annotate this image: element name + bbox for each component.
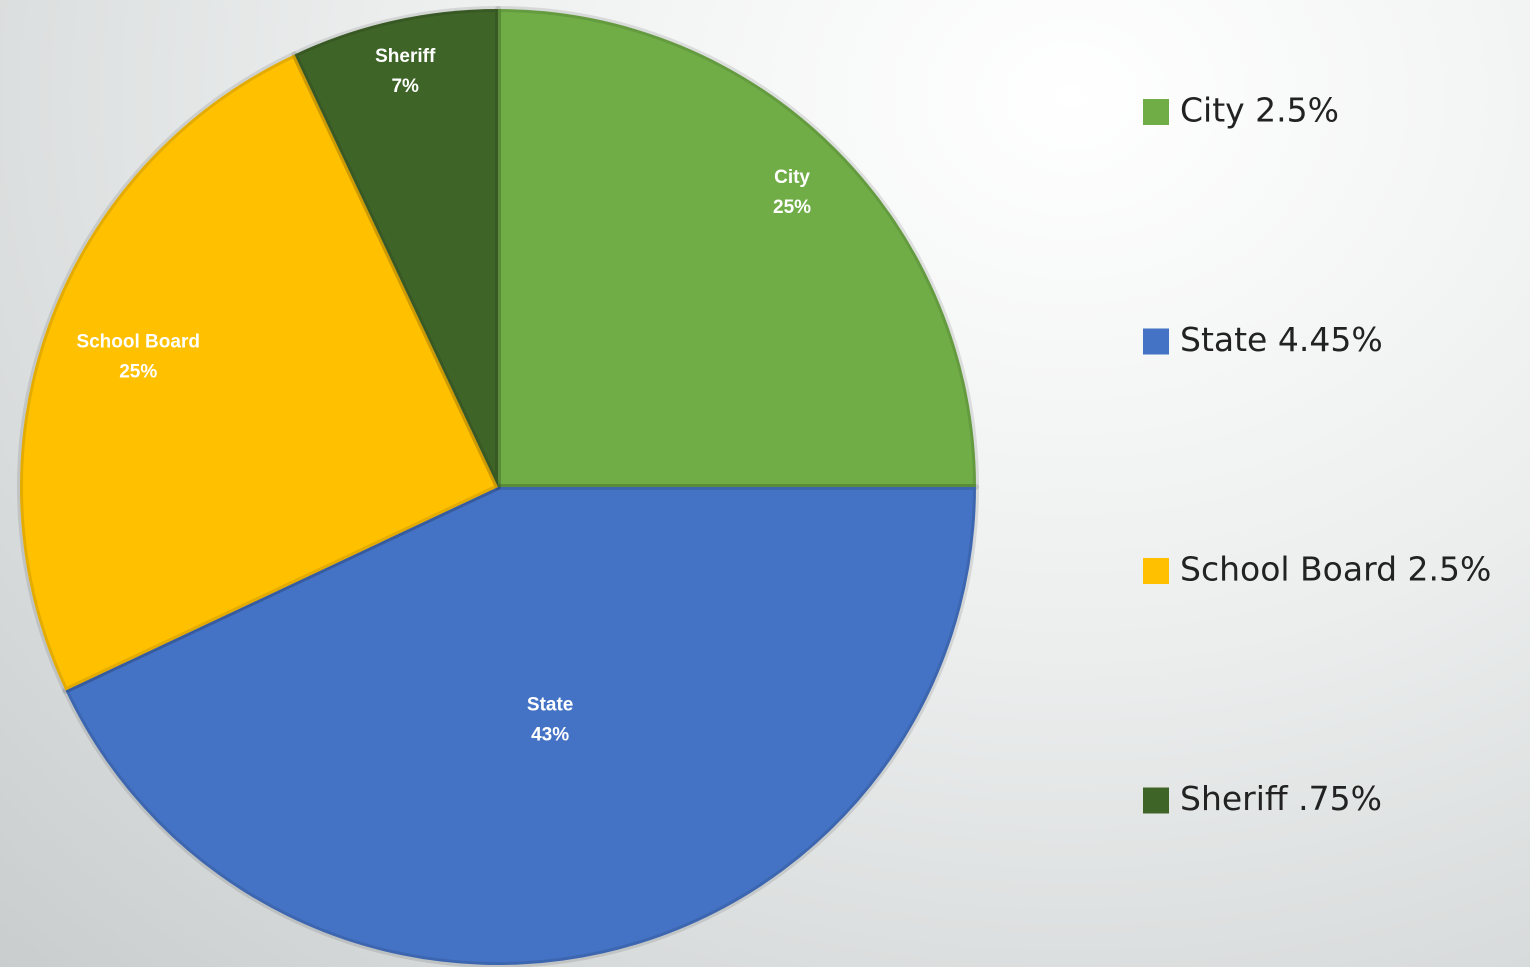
legend-label: State 4.45% [1180, 320, 1383, 359]
legend-swatch [1143, 99, 1169, 125]
legend-swatch [1143, 558, 1169, 584]
legend-label: School Board 2.5% [1180, 550, 1491, 589]
slice-value-label: 25% [773, 197, 811, 218]
pie-slice [62, 484, 979, 967]
slice-label: Sheriff [375, 46, 436, 67]
slice-value-label: 25% [119, 361, 157, 382]
legend-swatch [1143, 787, 1169, 814]
slice-label: School Board [76, 331, 200, 352]
legend-label: Sheriff .75% [1180, 779, 1382, 818]
legend-label: City 2.5% [1180, 91, 1339, 130]
slice-label: State [527, 694, 573, 715]
slice-label: City [774, 167, 810, 188]
pie-slice [495, 6, 979, 490]
pie-slice [291, 6, 501, 490]
slice-value-label: 7% [391, 76, 419, 97]
slice-value-label: 43% [531, 724, 569, 745]
pie-slice [17, 51, 501, 694]
legend-swatch [1143, 328, 1169, 355]
